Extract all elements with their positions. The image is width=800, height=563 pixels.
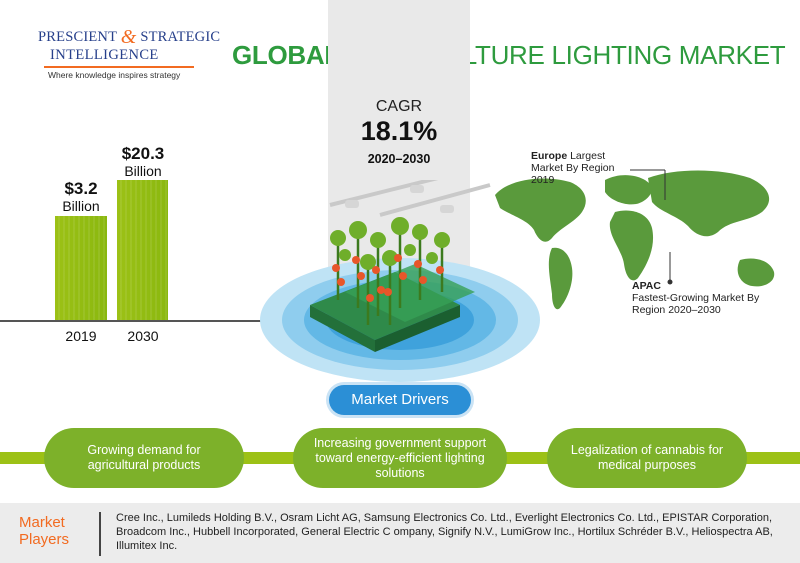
market-players-divider xyxy=(99,512,101,556)
logo-line-1: PRESCIENT & STRATEGIC xyxy=(38,26,220,49)
bar-2030 xyxy=(117,180,168,320)
bar-2019-unit: Billion xyxy=(62,198,100,214)
europe-text: Largest Market By Region 2019 xyxy=(531,150,615,186)
cagr-label: CAGR xyxy=(375,98,423,115)
apac-region: APAC xyxy=(632,280,661,292)
bar-2030-year: 2030 xyxy=(127,328,159,344)
cagr-value: 18.1% xyxy=(360,116,438,146)
title-bold: GLOBAL xyxy=(232,40,340,70)
bar-2030-unit: Billion xyxy=(124,163,162,179)
bar-2019-value: $3.2 xyxy=(64,179,98,198)
world-map xyxy=(495,169,775,310)
europe-annotation: Europe Largest Market By Region 2019 xyxy=(531,150,631,186)
logo-rule xyxy=(44,66,194,68)
logo-word-intelligence: INTELLIGENCE xyxy=(50,47,159,63)
hydroponics-illustration xyxy=(260,180,540,382)
apac-text: Fastest-Growing Market By Region 2020–20… xyxy=(632,292,760,316)
driver-agricultural-demand: Growing demand for agricultural products xyxy=(44,428,244,488)
company-logo: PRESCIENT & STRATEGIC INTELLIGENCE Where… xyxy=(38,26,220,80)
logo-word-strategic: STRATEGIC xyxy=(140,29,221,45)
chart-baseline xyxy=(0,320,328,322)
bar-2019-year: 2019 xyxy=(65,328,97,344)
cagr-period: 2020–2030 xyxy=(367,152,431,166)
market-players-list: Cree Inc., Lumileds Holding B.V., Osram … xyxy=(116,512,773,552)
bar-2030-value: $20.3 xyxy=(121,144,165,163)
bar-2019 xyxy=(55,216,107,320)
driver-cannabis-legalization: Legalization of cannabis for medical pur… xyxy=(547,428,747,488)
market-players-title: Market Players xyxy=(19,514,70,548)
driver-government-support: Increasing government support toward ene… xyxy=(293,428,507,488)
logo-word-prescient: PRESCIENT xyxy=(38,29,117,45)
apac-annotation: APAC Fastest-Growing Market By Region 202… xyxy=(632,280,772,316)
page-title: GLOBAL HORTICULTURE LIGHTING MARKET xyxy=(232,40,786,71)
market-players-panel xyxy=(0,503,800,563)
europe-region: Europe xyxy=(531,150,568,162)
logo-ampersand: & xyxy=(120,26,137,48)
logo-tagline: Where knowledge inspires strategy xyxy=(48,69,181,80)
market-drivers-label: Market Drivers xyxy=(329,385,471,415)
